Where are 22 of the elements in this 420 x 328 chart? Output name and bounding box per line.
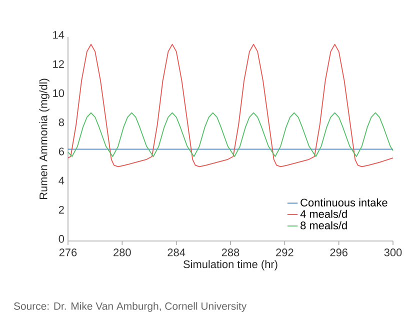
y-tick-label: 12 [53,60,64,68]
y-tick-label: 8 [58,118,64,126]
y-tick-label: 14 [53,31,64,39]
y-tick-label: 6 [58,148,64,156]
x-tick-label: 288 [222,248,240,256]
x-tick-label: 276 [59,248,77,256]
legend-label: 8 meals/d [300,221,347,230]
line-series [68,112,394,157]
y-axis-title: Rumen Ammonia (mg/dl) [39,78,50,199]
y-tick-label: 2 [58,206,64,214]
x-tick-label: 300 [384,248,402,256]
x-tick-label: 284 [168,248,186,256]
source-note: Source: Dr. Mike Van Amburgh, Cornell University [14,302,247,312]
legend-label: Continuous intake [300,198,388,206]
y-tick-label: 4 [58,176,64,184]
x-tick-label: 296 [330,248,348,256]
x-tick-label: 280 [114,248,131,256]
legend-label: 4 meals/d [300,210,347,218]
x-tick-label: 292 [276,248,294,256]
x-axis-title: Simulation time (hr) [184,260,278,270]
y-tick-label: 0 [58,235,64,243]
y-tick-label: 10 [53,89,64,98]
